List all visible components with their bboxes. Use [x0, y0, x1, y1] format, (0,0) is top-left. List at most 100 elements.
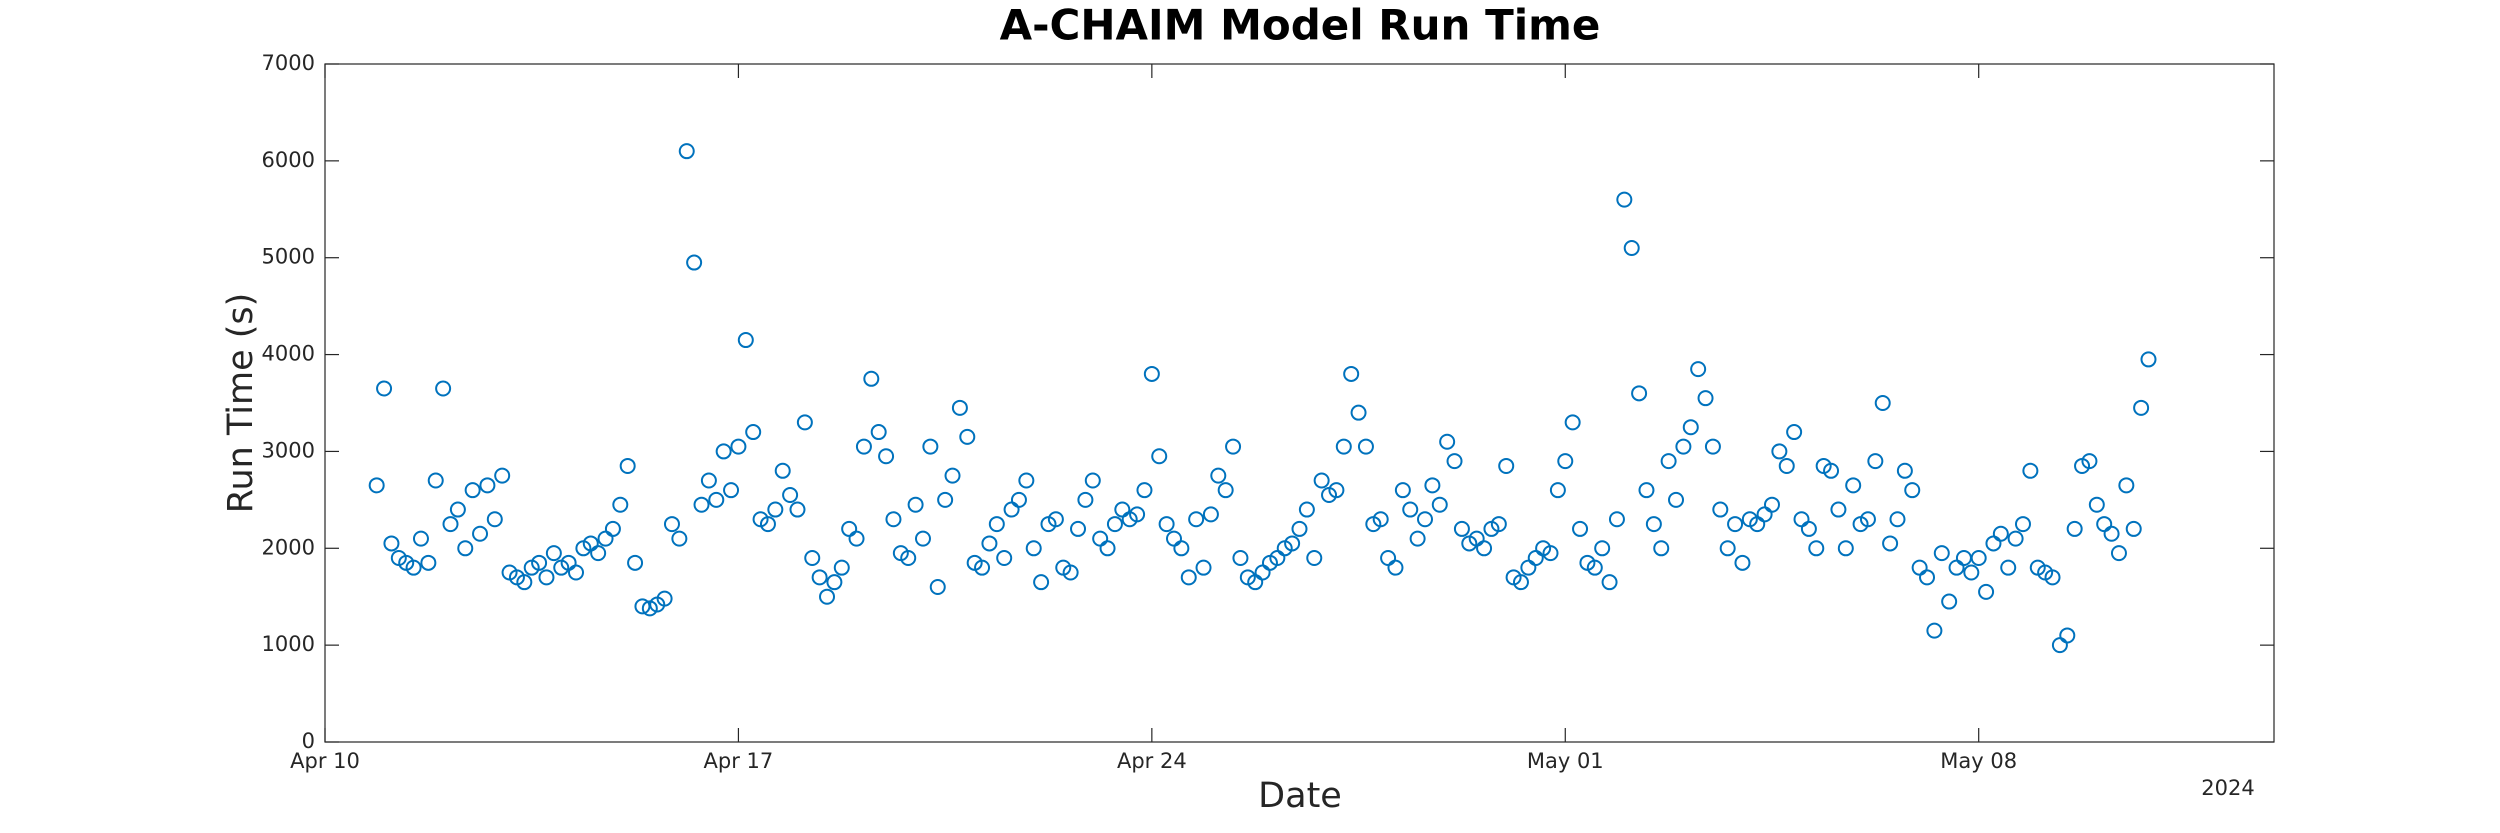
- data-point: [531, 554, 548, 571]
- data-point: [1889, 511, 1906, 528]
- data-point: [457, 540, 474, 557]
- data-point: [486, 511, 503, 528]
- data-point: [494, 467, 511, 484]
- data-point: [2081, 453, 2098, 470]
- data-point: [1446, 453, 1463, 470]
- data-point: [376, 380, 393, 397]
- data-point: [1948, 559, 1965, 576]
- data-point: [1453, 520, 1470, 537]
- data-point: [1823, 462, 1840, 479]
- data-point: [678, 143, 695, 160]
- data-point: [568, 564, 585, 581]
- data-point: [1298, 501, 1315, 518]
- data-point: [1786, 424, 1803, 441]
- data-point: [789, 501, 806, 518]
- y-tick-label: 1000: [262, 632, 315, 656]
- data-point: [1970, 549, 1987, 566]
- data-point: [2066, 520, 2083, 537]
- data-point: [1778, 457, 1795, 474]
- data-point: [1616, 191, 1633, 208]
- data-point: [641, 600, 658, 617]
- data-point: [1926, 622, 1943, 639]
- data-point: [974, 559, 991, 576]
- data-point: [1978, 583, 1995, 600]
- data-point: [2096, 516, 2113, 533]
- data-point: [405, 559, 422, 576]
- data-point: [1763, 496, 1780, 513]
- data-point: [1859, 511, 1876, 528]
- data-point: [1254, 564, 1271, 581]
- data-point: [2133, 399, 2150, 416]
- data-point: [981, 535, 998, 552]
- data-point: [745, 424, 762, 441]
- y-tick-label: 2000: [262, 535, 315, 559]
- data-point: [1697, 390, 1714, 407]
- data-point: [1114, 501, 1131, 518]
- data-point: [2110, 545, 2127, 562]
- data-point: [1202, 506, 1219, 523]
- data-point: [1018, 472, 1035, 489]
- data-point: [782, 487, 799, 504]
- data-point: [1143, 365, 1160, 382]
- data-point: [383, 535, 400, 552]
- y-tick-label: 3000: [262, 438, 315, 462]
- data-point: [811, 569, 828, 586]
- data-point: [1867, 453, 1884, 470]
- data-point: [479, 477, 496, 494]
- data-point: [1047, 511, 1064, 528]
- data-point: [1557, 453, 1574, 470]
- data-point: [1284, 535, 1301, 552]
- data-point: [1690, 361, 1707, 378]
- data-point: [1808, 540, 1825, 557]
- data-point: [1623, 240, 1640, 257]
- data-point: [878, 448, 895, 465]
- data-point: [1151, 448, 1168, 465]
- data-point: [1232, 549, 1249, 566]
- data-point: [1845, 477, 1862, 494]
- data-point: [951, 399, 968, 416]
- data-point: [1313, 472, 1330, 489]
- data-point: [427, 472, 444, 489]
- data-point: [612, 496, 629, 513]
- data-point: [2007, 530, 2024, 547]
- data-point: [1092, 530, 1109, 547]
- data-point: [1350, 404, 1367, 421]
- data-point: [686, 254, 703, 271]
- data-point: [1217, 482, 1234, 499]
- data-point: [1188, 511, 1205, 528]
- data-point: [1003, 501, 1020, 518]
- data-point: [2140, 351, 2157, 368]
- data-point: [1586, 559, 1603, 576]
- data-point: [2051, 637, 2068, 654]
- data-point: [1675, 438, 1692, 455]
- data-point: [1564, 414, 1581, 431]
- data-point: [1417, 511, 1434, 528]
- plot-frame: [324, 63, 2275, 743]
- data-point: [1800, 520, 1817, 537]
- data-point: [796, 414, 813, 431]
- data-point: [590, 545, 607, 562]
- x-axis-label: Date: [1258, 776, 1342, 816]
- data-point: [1010, 491, 1027, 508]
- data-point: [1099, 540, 1116, 557]
- data-point: [737, 332, 754, 349]
- data-point: [516, 574, 533, 591]
- y-tick-label: 4000: [262, 342, 315, 366]
- data-point: [1638, 482, 1655, 499]
- data-point: [1512, 574, 1529, 591]
- data-point: [1704, 438, 1721, 455]
- data-point: [996, 549, 1013, 566]
- data-point: [1549, 482, 1566, 499]
- data-point: [2088, 496, 2105, 513]
- y-tick-label: 6000: [262, 148, 315, 172]
- data-point: [870, 424, 887, 441]
- data-point: [545, 545, 562, 562]
- data-point: [693, 496, 710, 513]
- data-point: [1062, 564, 1079, 581]
- data-point: [604, 520, 621, 537]
- data-point: [759, 516, 776, 533]
- data-point: [2022, 462, 2039, 479]
- data-point: [848, 530, 865, 547]
- data-point: [1335, 438, 1352, 455]
- data-point: [959, 428, 976, 445]
